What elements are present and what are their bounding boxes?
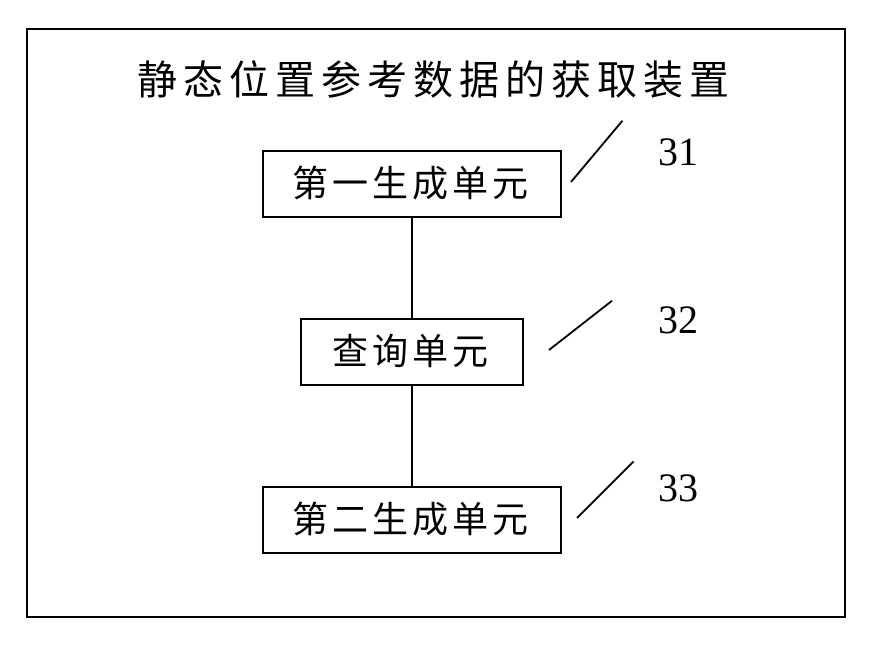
leader-33 <box>576 461 634 519</box>
ref-label-32: 32 <box>658 296 698 343</box>
box-label: 第二生成单元 <box>292 500 532 540</box>
diagram-title: 静态位置参考数据的获取装置 <box>28 48 844 106</box>
connector-1-2 <box>411 218 413 318</box>
leader-31 <box>570 120 623 183</box>
ref-label-33: 33 <box>658 464 698 511</box>
box-second-gen-unit: 第二生成单元 <box>262 486 562 554</box>
box-label: 查询单元 <box>332 332 492 372</box>
diagram-frame: 静态位置参考数据的获取装置 第一生成单元 31 查询单元 32 第二生成单元 3… <box>26 28 846 618</box>
box-label: 第一生成单元 <box>292 164 532 204</box>
leader-32 <box>548 300 612 351</box>
ref-label-31: 31 <box>658 128 698 175</box>
connector-2-3 <box>411 386 413 486</box>
box-query-unit: 查询单元 <box>300 318 524 386</box>
box-first-gen-unit: 第一生成单元 <box>262 150 562 218</box>
